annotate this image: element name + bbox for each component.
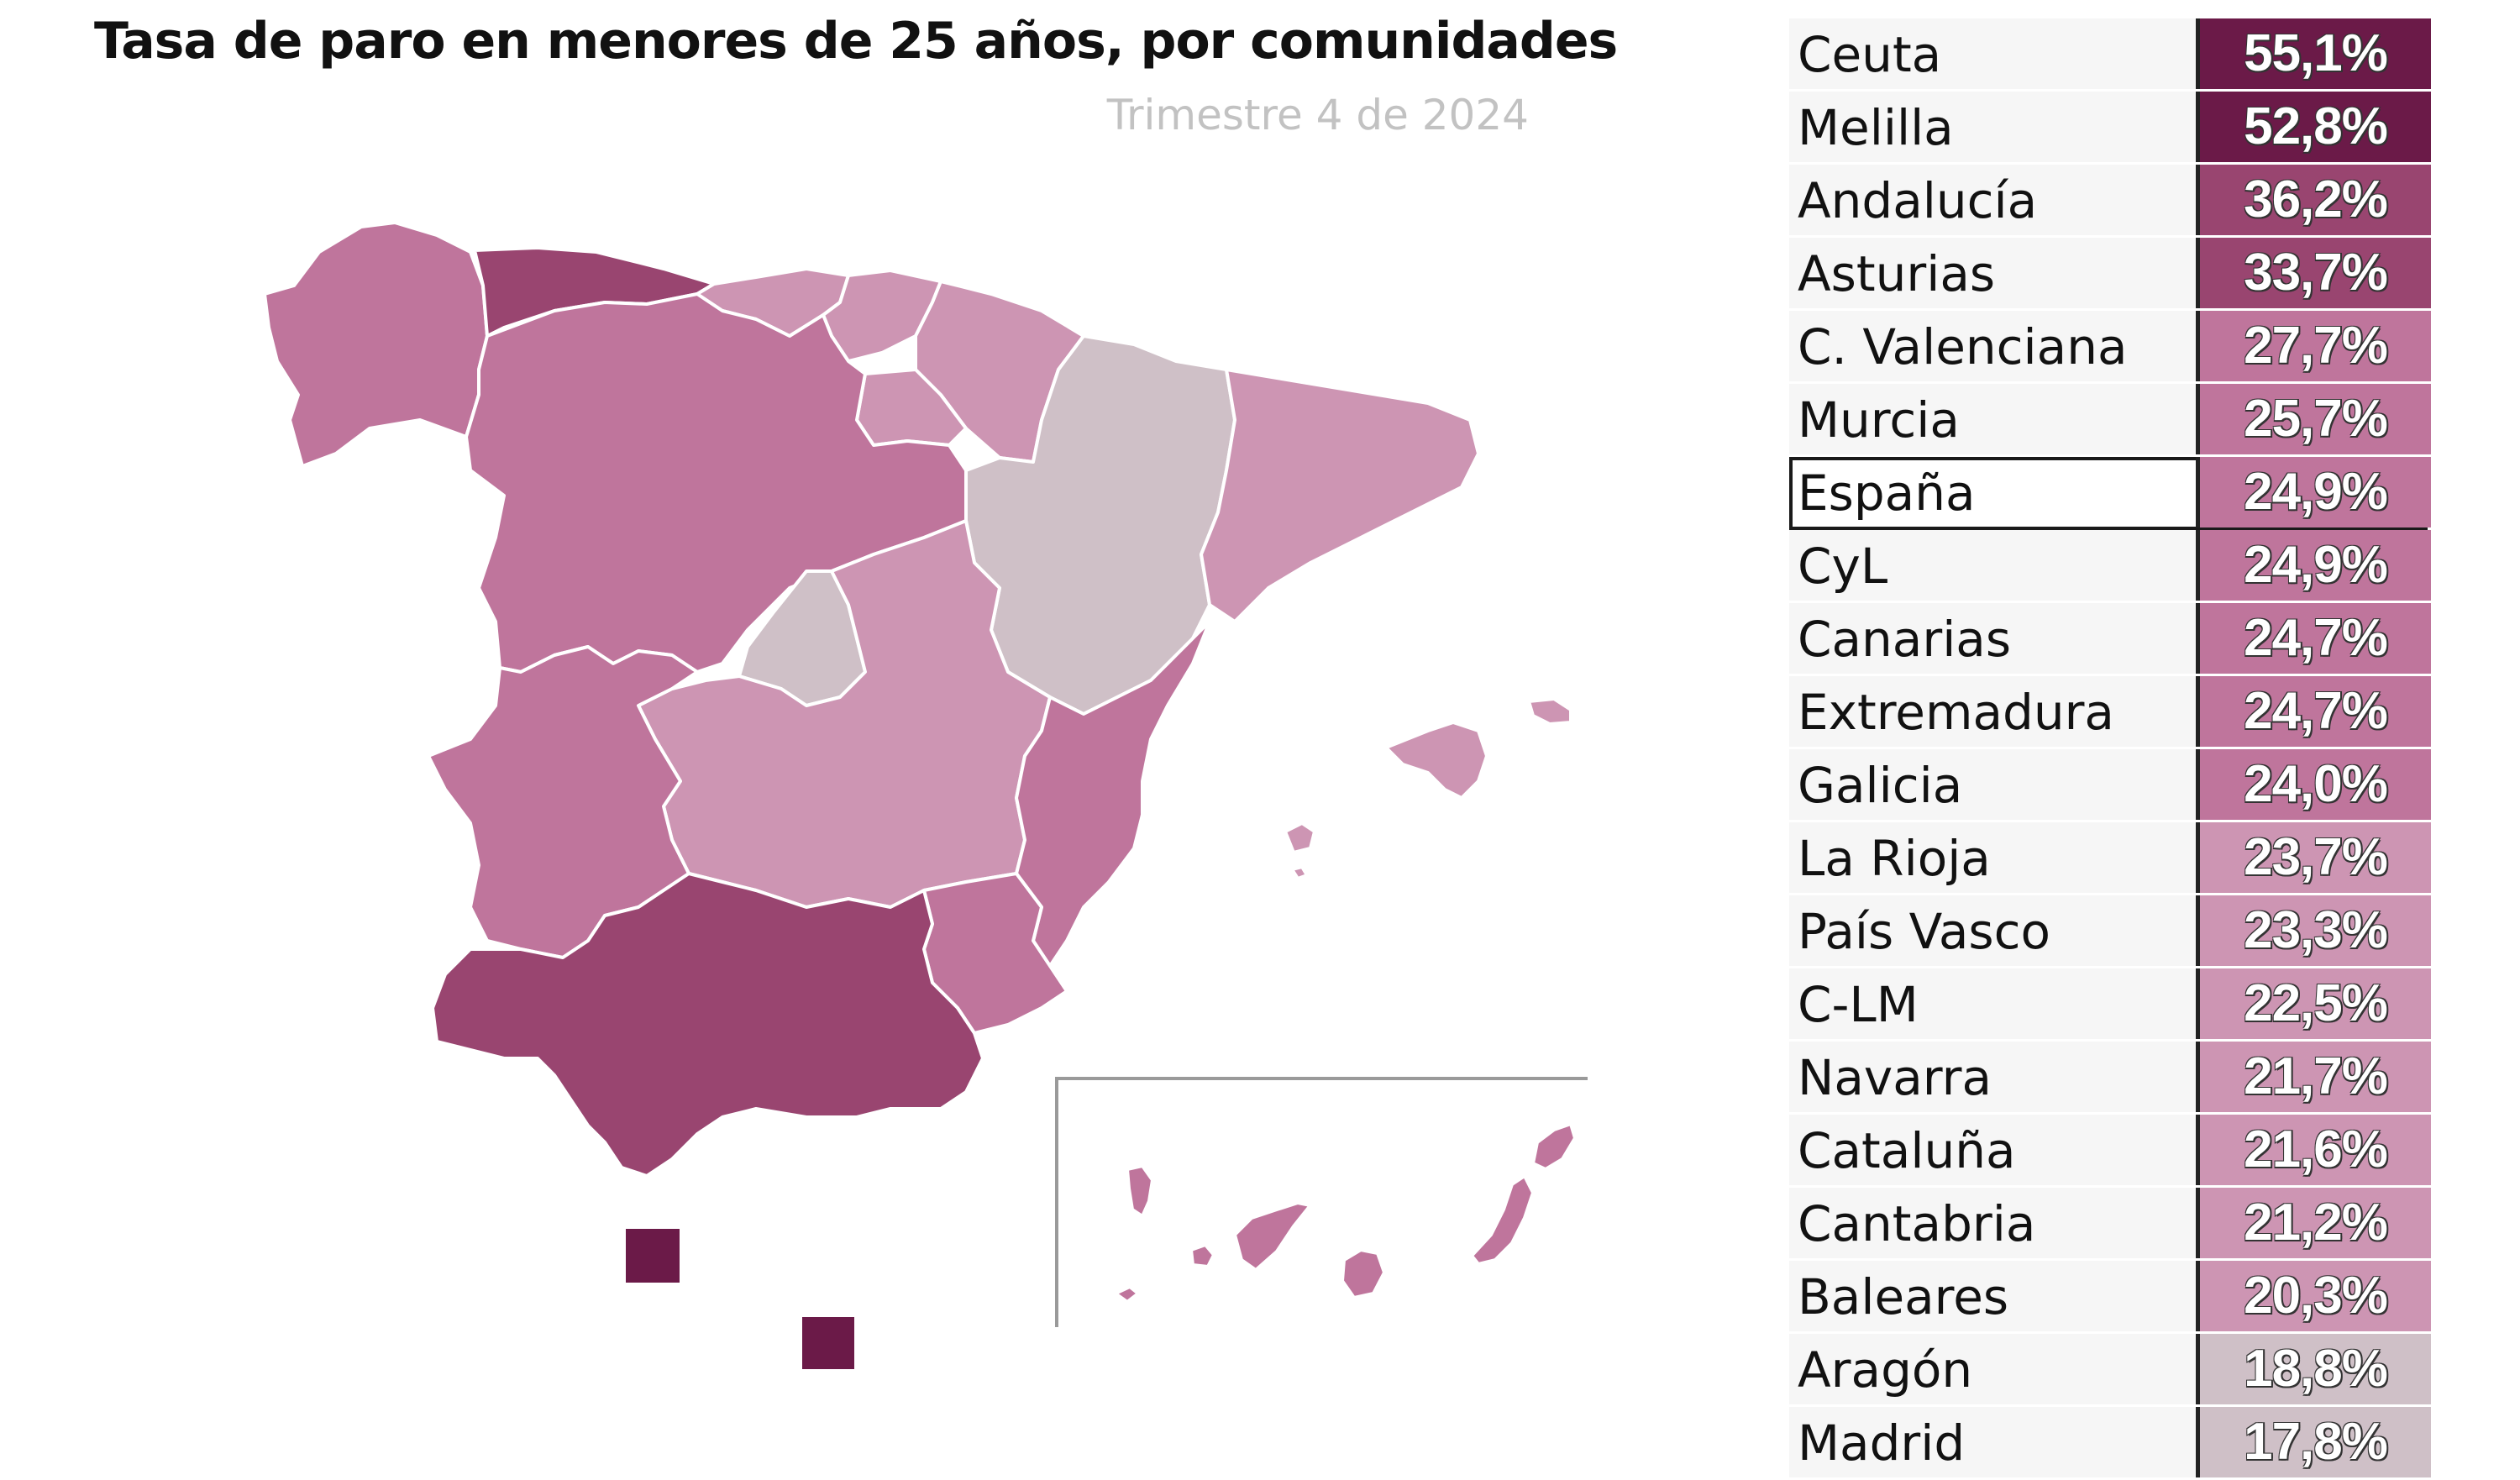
ranking-table: Ceuta 55,1% Melilla 52,8% Andalucía 36,2% Astu… xyxy=(1789,18,2431,1480)
region-value: 25,7% xyxy=(2196,384,2431,454)
region-value: 21,2% xyxy=(2196,1188,2431,1258)
region-baleares-mallorca[interactable] xyxy=(1384,721,1488,800)
table-row: La Rioja 23,7% xyxy=(1789,822,2431,895)
table-row: Melilla 52,8% xyxy=(1789,92,2431,165)
table-row: Murcia 25,7% xyxy=(1789,384,2431,457)
region-name: Extremadura xyxy=(1798,684,2114,741)
region-name: Madrid xyxy=(1798,1414,1966,1472)
region-cataluna[interactable] xyxy=(1200,368,1480,623)
table-row: Canarias 24,7% xyxy=(1789,603,2431,676)
table-row: C-LM 22,5% xyxy=(1789,968,2431,1042)
region-name: País Vasco xyxy=(1798,903,2050,960)
region-value: 24,7% xyxy=(2196,676,2431,747)
region-name: Galicia xyxy=(1798,757,1963,814)
region-value: 20,3% xyxy=(2196,1261,2431,1331)
region-name: Asturias xyxy=(1798,245,1996,302)
region-canarias-el-hierro[interactable] xyxy=(1114,1285,1140,1304)
region-value: 17,8% xyxy=(2196,1407,2431,1477)
table-row: País Vasco 23,3% xyxy=(1789,895,2431,968)
table-row: Ceuta 55,1% xyxy=(1789,18,2431,92)
region-canarias-tenerife[interactable] xyxy=(1233,1201,1312,1272)
region-canarias-gran-canaria[interactable] xyxy=(1341,1248,1386,1299)
region-name: Ceuta xyxy=(1798,26,1942,83)
region-value: 24,9% xyxy=(2196,457,2431,527)
region-galicia[interactable] xyxy=(263,221,489,468)
table-row: CyL 24,9% xyxy=(1789,530,2431,603)
canarias-inset-frame xyxy=(1055,1077,1588,1327)
region-name: Murcia xyxy=(1798,391,1960,449)
map-title: Tasa de paro en menores de 25 años, por … xyxy=(94,12,1618,71)
table-row: Cataluña 21,6% xyxy=(1789,1115,2431,1188)
region-name: CyL xyxy=(1798,538,1888,595)
map-subtitle: Trimestre 4 de 2024 xyxy=(1106,91,1529,139)
region-ceuta[interactable] xyxy=(626,1229,680,1283)
region-name: España xyxy=(1798,464,1976,522)
region-melilla[interactable] xyxy=(802,1317,854,1369)
region-value: 18,8% xyxy=(2196,1334,2431,1404)
region-baleares-formentera[interactable] xyxy=(1290,865,1309,880)
table-row: Andalucía 36,2% xyxy=(1789,165,2431,238)
region-value: 24,9% xyxy=(2196,530,2431,601)
region-name: Aragón xyxy=(1798,1341,1973,1399)
table-row: Aragón 18,8% xyxy=(1789,1334,2431,1407)
table-row: España 24,9% xyxy=(1789,457,2431,530)
table-row: Navarra 21,7% xyxy=(1789,1042,2431,1115)
region-value: 21,6% xyxy=(2196,1115,2431,1185)
table-row: Extremadura 24,7% xyxy=(1789,676,2431,749)
region-value: 36,2% xyxy=(2196,165,2431,235)
region-name: Cantabria xyxy=(1798,1195,2036,1252)
region-value: 24,7% xyxy=(2196,603,2431,674)
region-value: 24,0% xyxy=(2196,749,2431,820)
region-canarias-lanzarote[interactable] xyxy=(1531,1122,1577,1171)
region-value: 33,7% xyxy=(2196,238,2431,308)
region-value: 55,1% xyxy=(2196,18,2431,89)
region-value: 21,7% xyxy=(2196,1042,2431,1112)
region-name: Canarias xyxy=(1798,611,2012,668)
table-row: Galicia 24,0% xyxy=(1789,749,2431,822)
table-row: C. Valenciana 27,7% xyxy=(1789,311,2431,384)
region-name: Cataluña xyxy=(1798,1122,2016,1179)
region-andalucia[interactable] xyxy=(431,872,984,1178)
region-value: 27,7% xyxy=(2196,311,2431,381)
region-name: C. Valenciana xyxy=(1798,318,2128,375)
region-c-valenciana[interactable] xyxy=(1015,620,1211,968)
region-value: 22,5% xyxy=(2196,968,2431,1039)
region-name: C-LM xyxy=(1798,976,1919,1033)
table-row: Asturias 33,7% xyxy=(1789,238,2431,311)
region-pais-vasco[interactable] xyxy=(822,269,942,363)
table-row: Cantabria 21,2% xyxy=(1789,1188,2431,1261)
region-canarias-la-palma[interactable] xyxy=(1126,1164,1154,1218)
region-name: Navarra xyxy=(1798,1049,1992,1106)
table-row: Madrid 17,8% xyxy=(1789,1407,2431,1480)
region-canarias-la-gomera[interactable] xyxy=(1189,1243,1215,1268)
table-row: Baleares 20,3% xyxy=(1789,1261,2431,1334)
region-name: Baleares xyxy=(1798,1268,2009,1325)
region-canarias-fuerteventura[interactable] xyxy=(1470,1174,1535,1266)
region-value: 23,7% xyxy=(2196,822,2431,893)
region-name: Melilla xyxy=(1798,99,1954,156)
region-value: 23,3% xyxy=(2196,895,2431,966)
spain-map xyxy=(263,221,1588,1369)
region-value: 52,8% xyxy=(2196,92,2431,162)
region-name: Andalucía xyxy=(1798,172,2038,229)
region-baleares-menorca[interactable] xyxy=(1527,697,1572,726)
region-baleares-ibiza[interactable] xyxy=(1284,821,1316,854)
region-name: La Rioja xyxy=(1798,830,1991,887)
